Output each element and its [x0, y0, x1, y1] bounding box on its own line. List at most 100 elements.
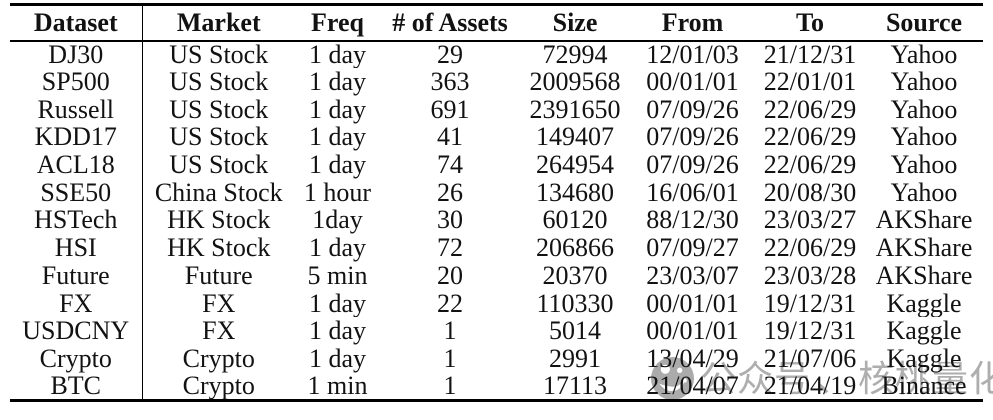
table-cell: US Stock	[169, 123, 269, 152]
table-cell: SSE50	[10, 178, 143, 207]
table-cell: AKShare	[875, 206, 973, 235]
table-cell: 19/12/31	[763, 289, 857, 318]
table-cell: 22	[437, 289, 463, 318]
table-cell: US Stock	[169, 40, 269, 69]
table-cell: AKShare	[875, 234, 973, 262]
table-cell: 21/04/19	[763, 372, 857, 400]
watermark-text-prefix: 公众号	[700, 357, 812, 399]
table-cell: Yahoo	[890, 178, 958, 207]
table-cell: Future	[184, 262, 253, 290]
table-cell: HSTech	[10, 206, 143, 235]
table-cell: HK Stock	[167, 206, 271, 235]
table-cell: 00/01/01	[646, 68, 739, 96]
table-cell: Crypto	[182, 345, 255, 373]
table-cell: HSI	[10, 234, 143, 262]
table-cell: 29	[437, 40, 463, 69]
watermark-separator: 、	[816, 357, 854, 399]
table-cell: 2991	[549, 345, 601, 373]
table-row: HSTech HK Stock 1day 30 60120 88/12/30 23/03/2…	[10, 206, 983, 235]
table-cell: 26	[437, 178, 463, 207]
table-cell: US Stock	[169, 68, 269, 96]
table-cell: 1 day	[308, 345, 367, 373]
table-cell: 21/07/06	[763, 345, 857, 373]
table-cell: 1 day	[308, 123, 367, 152]
table-cell: 2009568	[529, 68, 621, 96]
table-cell: BTC	[10, 372, 143, 401]
column-header-market: Market	[142, 4, 295, 42]
table-cell: 149407	[536, 123, 614, 152]
table-cell: 134680	[536, 178, 614, 207]
table-cell: KDD17	[10, 123, 143, 152]
table-cell: FX	[10, 289, 143, 318]
table-cell: Kaggle	[886, 345, 962, 373]
table-cell: 00/01/01	[646, 289, 739, 318]
table-cell: HK Stock	[167, 234, 271, 262]
table-cell: 60120	[542, 206, 608, 235]
table-cell: 07/09/26	[646, 151, 739, 179]
table-cell: 264954	[536, 151, 614, 179]
table-cell: 16/06/01	[646, 178, 739, 207]
table-cell: 1 day	[308, 317, 367, 346]
table-cell: Kaggle	[886, 317, 962, 346]
table-cell: 5014	[549, 317, 601, 346]
table-cell: 5 min	[307, 262, 368, 290]
table-header: Dataset Market Freq # of Assets Size Fro…	[10, 4, 983, 42]
table-cell: 21/12/31	[763, 40, 857, 69]
table-row: Russell US Stock 1 day 691 2391650 07/09/26 22…	[10, 95, 983, 124]
table-row: ACL18 US Stock 1 day 74 264954 07/09/26 22/06/…	[10, 151, 983, 179]
walnut-logo-icon	[650, 356, 695, 401]
table-cell: 17113	[542, 372, 608, 400]
table-cell: 1	[443, 372, 457, 400]
table-cell: Yahoo	[890, 95, 958, 124]
table-cell: US Stock	[169, 151, 269, 179]
table-cell: ACL18	[10, 151, 143, 179]
table-cell: DJ30	[10, 40, 143, 69]
table-cell: 20370	[542, 262, 608, 290]
table-cell: Future	[10, 262, 143, 290]
table-cell: 1 day	[308, 68, 367, 96]
column-header-source: Source	[865, 4, 983, 42]
table-cell: SP500	[10, 68, 143, 96]
datasets-table: Dataset Market Freq # of Assets Size Fro…	[10, 3, 983, 402]
table-cell: 1 day	[308, 151, 367, 179]
table-cell: 22/06/29	[763, 95, 857, 124]
table-cell: US Stock	[169, 95, 269, 124]
table-cell: 1	[443, 317, 457, 346]
table-row: Crypto Crypto 1 day 1 2991 13/04/29 21/07/06 Ka…	[10, 345, 983, 373]
table-cell: China Stock	[154, 178, 283, 207]
table-cell: 20	[437, 262, 463, 290]
table-row: SSE50 China Stock 1 hour 26 134680 16/06/01 20…	[10, 178, 983, 207]
table-cell: Yahoo	[890, 151, 958, 179]
table-cell: 23/03/27	[763, 206, 857, 235]
table-row: SP500 US Stock 1 day 363 2009568 00/01/01 22/0…	[10, 68, 983, 96]
table-cell: 19/12/31	[763, 317, 857, 346]
table-row: DJ30 US Stock 1 day 29 72994 12/01/03 21/12/31…	[10, 40, 983, 69]
table-row: KDD17 US Stock 1 day 41 149407 07/09/26 22/06/…	[10, 123, 983, 152]
table-cell: 2391650	[529, 95, 621, 124]
table-cell: Yahoo	[890, 123, 958, 152]
table-cell: 1 min	[307, 372, 368, 400]
table-cell: Russell	[10, 95, 143, 124]
column-header-num-assets: # of Assets	[380, 4, 520, 42]
table-cell: FX	[202, 317, 236, 346]
table-cell: 72	[437, 234, 463, 262]
watermark: 公众号 、 核桃量化	[650, 356, 993, 401]
table-cell: 1 hour	[303, 178, 372, 207]
table-cell: 110330	[536, 289, 614, 318]
table-cell: 23/03/07	[646, 262, 739, 290]
header-row: Dataset Market Freq # of Assets Size Fro…	[10, 4, 983, 42]
column-header-dataset: Dataset	[10, 4, 143, 42]
table-cell: 07/09/26	[646, 95, 739, 124]
table-cell: USDCNY	[10, 317, 143, 346]
table-row: USDCNY FX 1 day 1 5014 00/01/01 19/12/31 Kaggle	[10, 317, 983, 346]
table-cell: 22/06/29	[763, 123, 857, 152]
table-cell: 1 day	[308, 40, 367, 69]
table-cell: 206866	[536, 234, 614, 262]
table-cell: 72994	[542, 40, 608, 69]
table-cell: 30	[437, 206, 463, 235]
table-cell: 22/06/29	[763, 234, 857, 262]
table-row: BTC Crypto 1 min 1 17113 21/04/07 21/04/19 Bina…	[10, 372, 983, 401]
table-cell: Binance	[881, 372, 967, 400]
table-cell: Crypto	[10, 345, 143, 373]
